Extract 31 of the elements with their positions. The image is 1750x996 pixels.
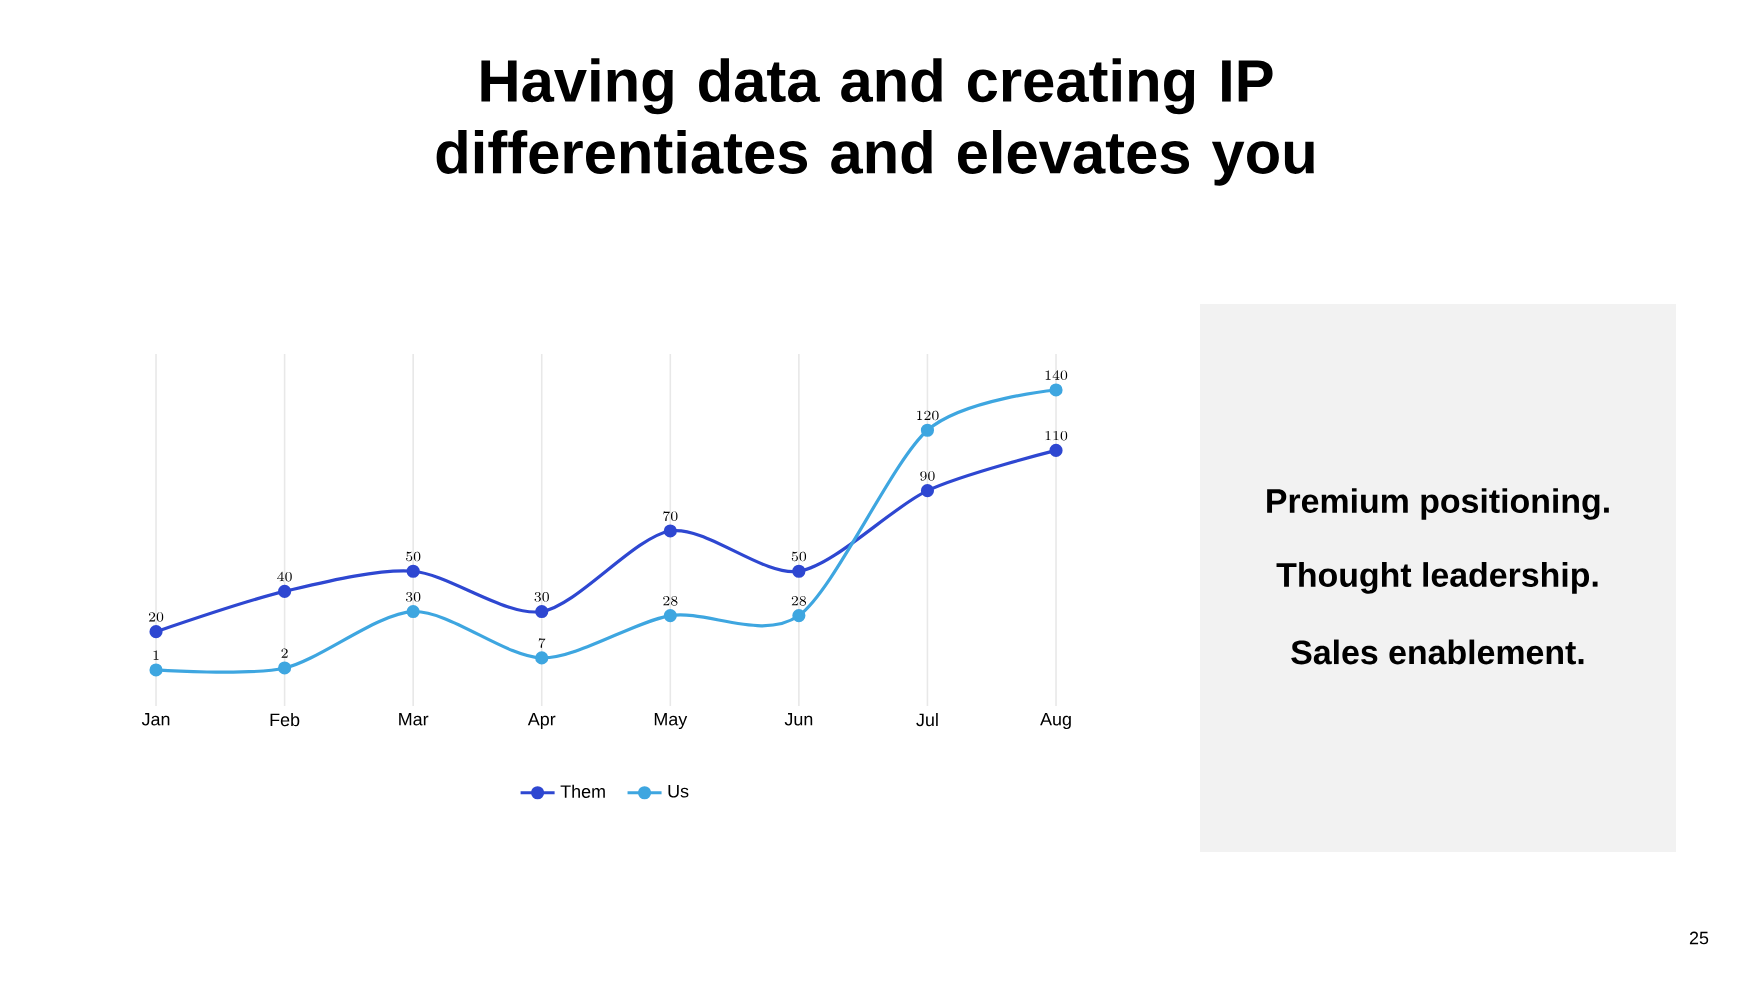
text: Premium positioning. xyxy=(1267,488,1609,520)
x-tick-label: Jun xyxy=(784,713,813,726)
point xyxy=(278,661,292,675)
point xyxy=(663,608,677,623)
point xyxy=(149,663,163,677)
text: Thought leadership. xyxy=(1276,562,1598,594)
legend-label: Us xyxy=(668,785,689,798)
point xyxy=(1049,443,1063,457)
x-tick-label: Apr xyxy=(527,713,556,730)
x-tick-label: May xyxy=(654,713,688,730)
x-tick-label: Jan xyxy=(141,713,170,726)
point xyxy=(149,625,163,639)
x-tick-label: Jul xyxy=(916,713,938,727)
point xyxy=(406,564,420,578)
point xyxy=(792,564,806,578)
point xyxy=(278,584,292,598)
point xyxy=(1049,383,1063,397)
point xyxy=(792,608,806,623)
point xyxy=(406,604,420,619)
legend-label: Them xyxy=(560,784,605,798)
point xyxy=(535,651,549,665)
point xyxy=(663,524,677,538)
point xyxy=(535,604,549,619)
text: 25 xyxy=(1689,931,1709,945)
x-tick-label: Aug xyxy=(1040,713,1071,730)
point xyxy=(920,423,935,437)
point xyxy=(920,484,935,498)
x-tick-label: Mar xyxy=(399,713,429,726)
text: Sales enablement. xyxy=(1291,639,1584,665)
x-tick-label: Feb xyxy=(270,713,300,727)
chart-title: Having data and creating IP differentiates and elevates you xyxy=(436,58,1314,186)
